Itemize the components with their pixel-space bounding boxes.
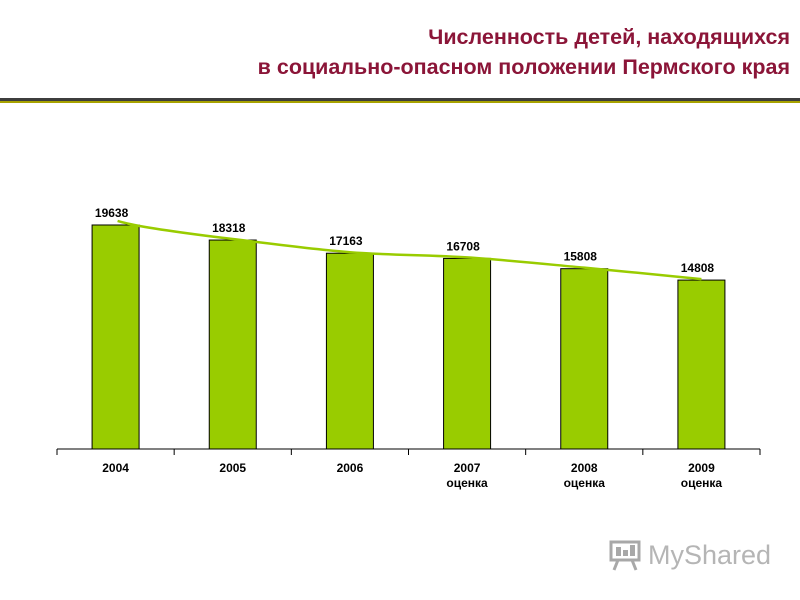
- trendline: [117, 219, 702, 281]
- x-tick-label: 2004: [102, 461, 129, 475]
- title-line-2: в социально-опасном положении Пермского …: [257, 55, 790, 79]
- bar: [91, 224, 140, 450]
- bar: [677, 279, 726, 450]
- x-tick-label: оценка: [681, 476, 723, 490]
- data-label: 18318: [212, 221, 246, 235]
- bar: [208, 239, 257, 450]
- x-tick-label: 2009: [688, 461, 715, 475]
- bar: [325, 252, 374, 450]
- bar: [443, 257, 492, 450]
- x-tick-label: 2008: [571, 461, 598, 475]
- header-rule-olive: [0, 101, 800, 103]
- x-tick-label: оценка: [446, 476, 488, 490]
- x-tick-label: 2005: [219, 461, 246, 475]
- data-label: 15808: [564, 250, 598, 264]
- header-rule-dark: [0, 98, 800, 101]
- data-label: 16708: [446, 239, 480, 253]
- x-tick-label: 2007: [454, 461, 481, 475]
- watermark: MyShared: [608, 538, 771, 572]
- page-title: Численность детей, находящихся в социаль…: [258, 22, 790, 82]
- x-tick-label: 2006: [337, 461, 364, 475]
- data-label: 17163: [329, 234, 363, 248]
- data-label: 14808: [681, 261, 715, 275]
- presentation-board-icon: [609, 540, 641, 571]
- watermark-text: MyShared: [648, 539, 772, 570]
- title-line-1: Численность детей, находящихся: [428, 25, 790, 49]
- x-tick-label: оценка: [564, 476, 606, 490]
- bar: [560, 268, 609, 450]
- data-label: 19638: [95, 206, 129, 220]
